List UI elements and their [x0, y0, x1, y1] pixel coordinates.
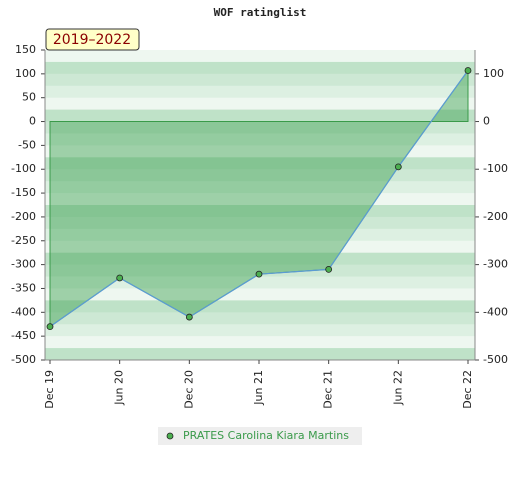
x-tick-label: Jun 22: [391, 370, 404, 406]
y2-tick-label: 0: [483, 115, 490, 128]
x-tick-label: Jun 20: [113, 370, 126, 406]
y-tick-label: -500: [11, 353, 36, 366]
y2-tick-label: -500: [483, 353, 508, 366]
plot-stripe: [45, 348, 475, 361]
x-tick-label: Dec 22: [461, 370, 474, 409]
plot-stripe: [45, 205, 475, 218]
y-tick-label: -350: [11, 281, 36, 294]
y-tick-label: 150: [15, 43, 36, 56]
y2-tick-label: -300: [483, 258, 508, 271]
plot-stripe: [45, 324, 475, 337]
plot-stripe: [45, 121, 475, 134]
period-label: 2019–2022: [53, 32, 131, 48]
plot-stripe: [45, 193, 475, 206]
marker: [185, 313, 193, 321]
plot-stripe: [45, 312, 475, 325]
x-tick-label: Dec 19: [43, 370, 56, 409]
plot-stripe: [45, 61, 475, 75]
y2-tick-label: 100: [483, 67, 504, 80]
y-tick-label: 50: [22, 91, 36, 104]
plot-stripe: [45, 97, 475, 111]
plot-stripe: [45, 157, 475, 170]
chart-title: WOF ratinglist: [214, 6, 307, 19]
plot-stripe: [45, 252, 475, 266]
y-tick-label: -300: [11, 258, 36, 271]
y-tick-label: -400: [11, 305, 36, 318]
y-tick-label: -450: [11, 329, 36, 342]
marker: [394, 163, 402, 171]
x-tick-label: Dec 20: [182, 370, 195, 409]
plot-stripe: [45, 228, 475, 242]
y2-tick-label: -200: [483, 210, 508, 223]
marker: [116, 274, 124, 282]
plot-stripe: [45, 276, 475, 289]
legend-marker: [166, 432, 174, 440]
y2-tick-label: -400: [483, 305, 508, 318]
y-tick-label: 100: [15, 67, 36, 80]
plot-stripe: [45, 288, 475, 301]
y-tick-label: -250: [11, 234, 36, 247]
y-tick-label: -50: [18, 138, 36, 151]
legend-label: PRATES Carolina Kiara Martins: [183, 429, 349, 442]
plot-stripe: [45, 240, 475, 254]
marker: [255, 270, 263, 278]
plot-stripe: [45, 145, 475, 158]
plot-stripe: [45, 264, 475, 278]
plot-stripe: [45, 169, 475, 182]
marker: [464, 67, 472, 74]
plot-stripe: [45, 73, 475, 87]
plot-stripe: [45, 133, 475, 146]
plot-stripe: [45, 336, 475, 349]
y-tick-label: 0: [29, 115, 36, 128]
plot-stripe: [45, 300, 475, 313]
legend-box: [158, 427, 362, 445]
plot-stripe: [45, 85, 475, 99]
x-tick-label: Jun 21: [252, 370, 265, 406]
y-tick-label: -200: [11, 210, 36, 223]
plot-stripe: [45, 216, 475, 230]
plot-stripe: [45, 181, 475, 194]
plot-stripe: [45, 109, 475, 123]
marker: [325, 265, 333, 273]
y-tick-label: -150: [11, 186, 36, 199]
period-box: [45, 28, 140, 51]
y-tick-label: -100: [11, 162, 36, 175]
plot-stripe: [45, 50, 475, 63]
marker: [46, 323, 54, 331]
x-tick-label: Dec 21: [322, 370, 335, 409]
y2-tick-label: -100: [483, 162, 508, 175]
